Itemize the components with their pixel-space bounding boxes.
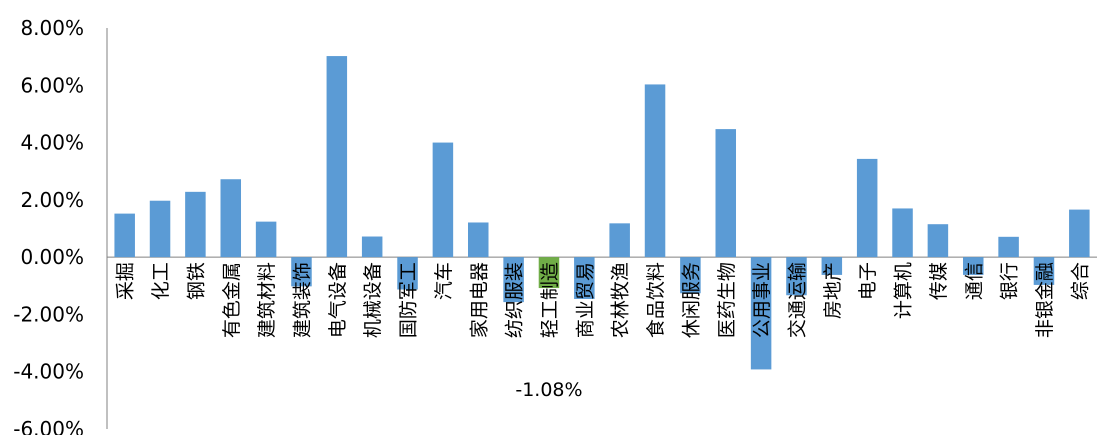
category-label: 农林牧渔 <box>610 262 632 338</box>
category-label: 钢铁 <box>185 262 207 300</box>
category-label: 银行 <box>999 262 1021 300</box>
bar <box>680 257 701 294</box>
bar <box>220 179 242 258</box>
y-tick-label: 4.00% <box>20 131 84 155</box>
category-label: 国防军工 <box>398 262 420 338</box>
category-label: 电气设备 <box>327 262 349 338</box>
bar <box>255 221 277 258</box>
bar <box>856 158 878 258</box>
bar <box>609 223 630 258</box>
y-tick-label: -4.00% <box>13 360 84 384</box>
bar <box>432 142 454 258</box>
category-label: 有色金属 <box>221 262 243 338</box>
bar <box>715 129 737 258</box>
bar <box>574 257 595 299</box>
category-label: 商业贸易 <box>574 262 596 338</box>
bar <box>821 257 843 275</box>
bar <box>892 208 913 258</box>
bar <box>185 191 206 258</box>
category-label: 食品饮料 <box>645 262 667 338</box>
bar <box>963 257 984 275</box>
category-label: 传媒 <box>928 262 950 300</box>
y-tick-label: -2.00% <box>13 302 84 326</box>
bar <box>149 200 171 258</box>
category-label: 建筑装饰 <box>291 262 313 338</box>
bar <box>361 236 383 258</box>
y-tick-label: -6.00% <box>13 417 84 435</box>
bar <box>644 84 666 258</box>
bar <box>927 224 949 258</box>
category-label: 房地产 <box>822 262 844 319</box>
bar <box>1033 257 1055 285</box>
bar <box>397 257 418 290</box>
y-axis-ticks: 8.00% 6.00% 4.00% 2.00% 0.00% -2.00% -4.00% -6.… <box>13 16 84 435</box>
y-tick-label: 6.00% <box>20 73 84 97</box>
bars <box>114 56 1090 370</box>
bar <box>998 236 1019 258</box>
category-label: 非银金融 <box>1034 262 1056 338</box>
category-label: 纺织服装 <box>504 262 526 338</box>
highlight-annotation: -1.08% <box>515 379 582 401</box>
category-label: 公用事业 <box>751 262 773 338</box>
category-label: 建筑材料 <box>256 262 278 338</box>
category-label: 采掘 <box>115 262 137 300</box>
category-label: 计算机 <box>893 262 915 319</box>
category-label: 交通运输 <box>786 262 808 338</box>
category-label: 化工 <box>150 262 172 300</box>
category-label: 机械设备 <box>362 262 384 338</box>
bar <box>114 213 135 258</box>
category-label: 汽车 <box>433 262 455 300</box>
bar <box>326 56 348 258</box>
bar <box>1069 209 1090 258</box>
bar <box>750 257 772 370</box>
bar <box>503 257 524 303</box>
category-label: 轻工制造 <box>539 262 561 338</box>
category-label: 综合 <box>1069 262 1091 300</box>
category-label: 医药生物 <box>716 262 738 338</box>
bar <box>291 257 312 287</box>
category-label: 家用电器 <box>468 262 490 338</box>
y-tick-label: 2.00% <box>20 188 84 212</box>
bar <box>538 257 560 289</box>
category-label: 通信 <box>963 262 985 300</box>
bar <box>786 257 807 296</box>
category-label: 休闲服务 <box>680 262 702 338</box>
category-labels: 采掘 化工 钢铁 有色金属 建筑材料 建筑装饰 电气设备 机械设备 国防军工 汽车 家用电器 纺织服装… <box>115 262 1092 338</box>
y-tick-label: 8.00% <box>20 16 84 40</box>
category-label: 电子 <box>857 262 879 300</box>
y-tick-label: 0.00% <box>20 245 84 269</box>
bar <box>468 222 489 258</box>
